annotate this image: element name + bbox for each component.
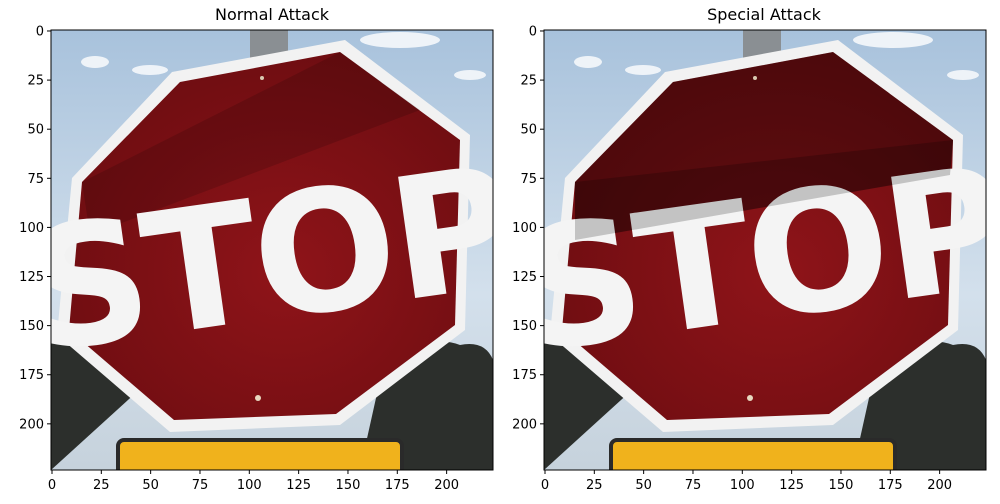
x-tick-label: 50: [142, 478, 159, 493]
cloud: [81, 56, 109, 68]
axes-frame: [543, 29, 987, 471]
y-tick-label: 25: [520, 74, 537, 89]
axes-frame: [50, 29, 494, 471]
stop-sign-image: STOP: [544, 30, 986, 470]
panel-title: Special Attack: [707, 5, 822, 24]
x-tick-label: 25: [586, 478, 603, 493]
panel-title: Normal Attack: [215, 5, 330, 24]
bolt: [260, 76, 264, 80]
x-tick-label: 150: [336, 478, 361, 493]
y-tick-label: 200: [512, 417, 537, 432]
panel-normal-attack: Normal Attack STOP 0 25 50 75 100 125 150 175 20…: [19, 5, 494, 493]
y-tick-label: 150: [512, 319, 537, 334]
x-tick-label: 200: [927, 478, 952, 493]
x-tick-label: 50: [635, 478, 652, 493]
y-tick-label: 100: [512, 221, 537, 236]
y-tick-label: 125: [512, 270, 537, 285]
shadow-band-overlay: [575, 140, 953, 240]
sign-face: [69, 52, 460, 420]
y-axis: 0 25 50 75 100 125 150 175 200: [512, 24, 544, 432]
sign-face: [562, 52, 953, 420]
y-tick-label: 25: [27, 74, 44, 89]
x-tick-label: 200: [434, 478, 459, 493]
y-tick-label: 175: [19, 368, 44, 383]
x-tick-label: 0: [48, 478, 56, 493]
x-tick-label: 75: [192, 478, 209, 493]
x-tick-label: 175: [385, 478, 410, 493]
y-tick-label: 100: [19, 221, 44, 236]
y-tick-label: 50: [27, 123, 44, 138]
shadow-band: [575, 52, 953, 240]
x-tick-label: 25: [93, 478, 110, 493]
x-tick-label: 150: [829, 478, 854, 493]
x-tick-label: 100: [237, 478, 262, 493]
shadow-band: [82, 52, 420, 235]
x-axis: 0 25 50 75 100 125 150 175 200: [48, 470, 459, 493]
x-tick-label: 125: [286, 478, 311, 493]
cloud: [574, 56, 602, 68]
y-tick-label: 150: [19, 319, 44, 334]
y-axis: 0 25 50 75 100 125 150 175 200: [19, 24, 51, 432]
cloud: [947, 70, 979, 80]
x-tick-label: 175: [878, 478, 903, 493]
y-tick-label: 0: [36, 24, 44, 39]
bolt: [255, 395, 261, 401]
cloud: [853, 32, 933, 48]
y-tick-label: 175: [512, 368, 537, 383]
x-tick-label: 0: [541, 478, 549, 493]
x-tick-label: 125: [779, 478, 804, 493]
yellow-sign: [609, 438, 897, 470]
y-tick-label: 200: [19, 417, 44, 432]
y-tick-label: 0: [529, 24, 537, 39]
bolt: [753, 76, 757, 80]
cloud: [625, 65, 661, 75]
y-tick-label: 75: [27, 172, 44, 187]
x-axis: 0 25 50 75 100 125 150 175 200: [541, 470, 952, 493]
cloud: [132, 65, 168, 75]
stop-sign-image: STOP: [51, 30, 493, 470]
yellow-sign: [116, 438, 404, 470]
y-tick-label: 75: [520, 172, 537, 187]
x-tick-label: 100: [730, 478, 755, 493]
panel-special-attack: Special Attack STOP 0 25 50 75 100 125 150 175 2…: [512, 5, 987, 493]
y-tick-label: 50: [520, 123, 537, 138]
cloud: [454, 70, 486, 80]
y-tick-label: 125: [19, 270, 44, 285]
cloud: [360, 32, 440, 48]
x-tick-label: 75: [685, 478, 702, 493]
bolt: [747, 395, 753, 401]
